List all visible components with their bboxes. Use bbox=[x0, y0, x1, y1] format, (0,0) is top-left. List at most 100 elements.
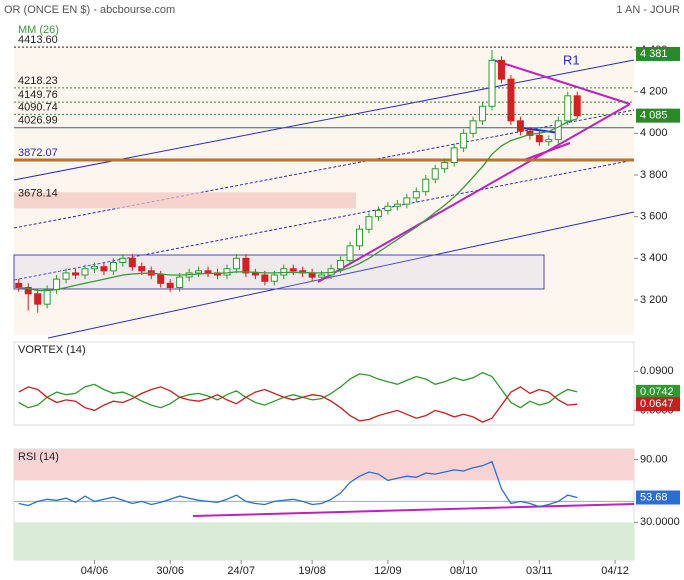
candle-body bbox=[24, 287, 32, 295]
candle-body bbox=[535, 134, 543, 143]
candle-body bbox=[289, 268, 297, 272]
candle-body bbox=[526, 130, 534, 136]
y-tick-label: 0.0900 bbox=[640, 365, 674, 377]
x-tick-label: 04/12 bbox=[601, 565, 629, 577]
series-line bbox=[18, 371, 578, 409]
candle-body bbox=[450, 147, 458, 164]
value-badge-label: 4 085 bbox=[640, 110, 668, 122]
y-tick-label: 4 000 bbox=[640, 127, 668, 139]
candle-body bbox=[90, 266, 98, 270]
candle-body bbox=[176, 276, 184, 289]
x-tick-label: 03/11 bbox=[526, 565, 553, 577]
rsi-support bbox=[192, 503, 635, 517]
trend-support bbox=[317, 103, 631, 283]
candle-body bbox=[573, 95, 581, 117]
candle-body bbox=[507, 78, 515, 122]
candle-body bbox=[355, 228, 363, 247]
level-label: 4149.76 bbox=[18, 89, 58, 101]
value-badge-label: 4 381 bbox=[640, 48, 668, 60]
candle-body bbox=[109, 262, 117, 272]
candle-body bbox=[223, 268, 231, 276]
candle-body bbox=[564, 95, 572, 122]
candle-body bbox=[62, 272, 70, 280]
drawings bbox=[13, 59, 635, 517]
candle-body bbox=[422, 178, 430, 193]
y-tick-label: 30.0000 bbox=[640, 516, 680, 528]
legend-label: MM (26) bbox=[18, 24, 59, 36]
candle-body bbox=[460, 132, 468, 149]
y-tick-label: 3 400 bbox=[640, 252, 668, 264]
candle-body bbox=[53, 278, 61, 291]
x-tick-label: 08/10 bbox=[450, 565, 478, 577]
page-title: OR (ONCE EN $) - abcbourse.com bbox=[4, 4, 175, 16]
channel-bottom bbox=[47, 211, 635, 339]
candle-body bbox=[469, 120, 477, 134]
candle-body bbox=[479, 105, 487, 122]
series-line bbox=[18, 118, 578, 292]
candle-body bbox=[232, 257, 240, 270]
trendline-label: R1 bbox=[563, 52, 580, 67]
candle-body bbox=[43, 289, 51, 305]
level-label: 3678.14 bbox=[18, 187, 58, 199]
candle-body bbox=[72, 272, 80, 276]
candle-body bbox=[157, 274, 165, 284]
range-box bbox=[13, 254, 545, 290]
x-tick-label: 24/07 bbox=[227, 565, 255, 577]
candle-body bbox=[261, 274, 269, 282]
level-label: 4413.60 bbox=[18, 34, 58, 46]
candle-body bbox=[166, 282, 174, 289]
candle-body bbox=[270, 274, 278, 282]
value-badge bbox=[636, 397, 680, 412]
y-tick-label: 90.00 bbox=[640, 453, 668, 465]
series-line bbox=[18, 386, 578, 423]
level-label: 4026.99 bbox=[18, 115, 58, 127]
candle-body bbox=[412, 191, 420, 199]
candle-body bbox=[128, 257, 136, 268]
candle-body bbox=[545, 139, 553, 143]
panel-title: RSI (14) bbox=[18, 451, 59, 463]
candle-body bbox=[346, 245, 354, 261]
oversold-zone bbox=[14, 522, 634, 560]
candle-body bbox=[34, 293, 42, 305]
level-label: 4090.74 bbox=[18, 101, 58, 113]
value-badge bbox=[636, 490, 680, 505]
y-tick-label: 3 200 bbox=[640, 294, 668, 306]
candle-body bbox=[431, 168, 439, 180]
x-tick-label: 04/06 bbox=[81, 565, 109, 577]
candle-body bbox=[15, 282, 23, 289]
candle-body bbox=[384, 205, 392, 211]
channel-mid bbox=[13, 159, 635, 281]
value-badge bbox=[636, 46, 680, 61]
period: 1 AN - JOUR bbox=[616, 4, 680, 16]
candle-body bbox=[204, 270, 212, 274]
value-badge-label: 53.68 bbox=[640, 491, 668, 503]
y-tick-label: 3 800 bbox=[640, 169, 668, 181]
candle-body bbox=[441, 162, 449, 170]
value-badge bbox=[636, 384, 680, 399]
x-tick-label: 30/06 bbox=[156, 565, 184, 577]
value-badge-label: 0.0647 bbox=[640, 398, 674, 410]
level-label: 3872.07 bbox=[18, 147, 58, 159]
candle-body bbox=[393, 203, 401, 207]
y-tick-label: 4 200 bbox=[640, 86, 668, 98]
candle-body bbox=[337, 259, 345, 270]
candle-body bbox=[81, 268, 89, 276]
y-tick-label: 3 600 bbox=[640, 211, 668, 223]
candle-body bbox=[195, 270, 203, 274]
candle-body bbox=[497, 59, 505, 80]
candle-body bbox=[516, 120, 524, 132]
level-band bbox=[14, 192, 356, 209]
x-tick-label: 12/09 bbox=[374, 565, 402, 577]
candle-body bbox=[119, 257, 127, 264]
candle-body bbox=[100, 266, 108, 272]
candle-body bbox=[242, 257, 250, 274]
vortex-panel bbox=[13, 341, 635, 426]
candle-body bbox=[138, 266, 146, 272]
candle-body bbox=[365, 216, 373, 230]
panel-title: VORTEX (14) bbox=[18, 344, 86, 356]
candle-body bbox=[554, 120, 562, 141]
x-tick-label: 19/08 bbox=[298, 565, 326, 577]
triangle-base bbox=[523, 142, 571, 161]
candle-body bbox=[403, 197, 411, 205]
